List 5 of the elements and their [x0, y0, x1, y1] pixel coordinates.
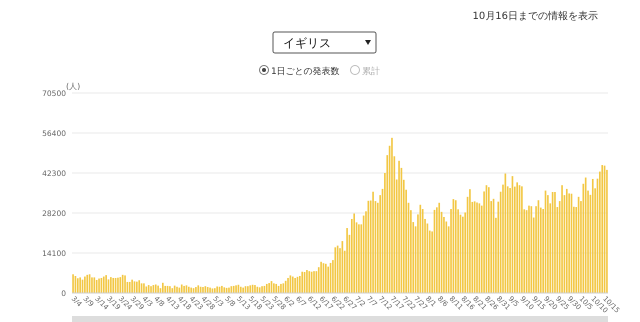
chart-title: イギリス [283, 36, 331, 50]
text: 累計 [362, 66, 380, 77]
text: 1日ごとの発表数 [271, 66, 340, 77]
y-axis-title: (人) [66, 82, 80, 91]
chart-subtitle: 10月16日までの情報を表示 [472, 10, 598, 22]
